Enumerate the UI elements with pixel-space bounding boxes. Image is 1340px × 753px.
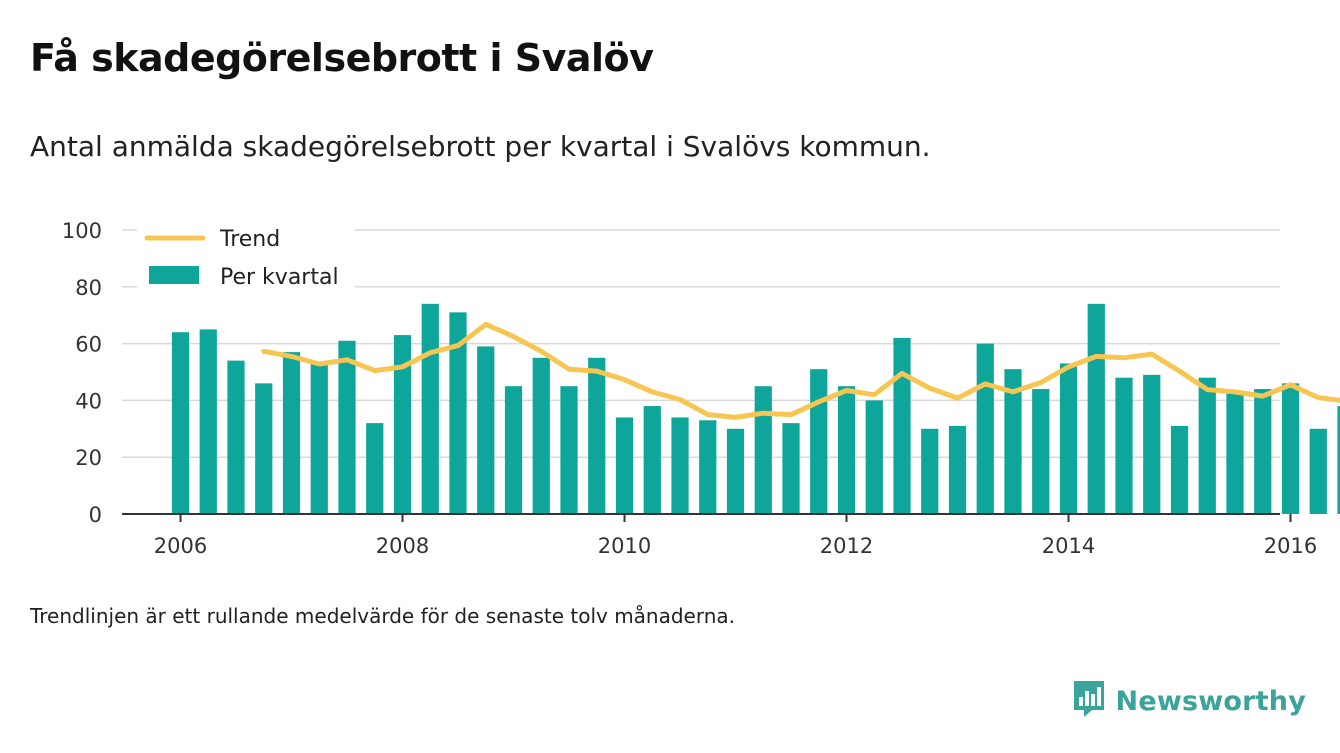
bar-39 — [1254, 389, 1272, 514]
bar-42 — [1337, 406, 1340, 514]
bar-19 — [699, 420, 717, 514]
bar-23 — [810, 369, 828, 514]
bar-22 — [782, 423, 800, 514]
bar-30 — [1004, 369, 1022, 514]
bar-4 — [282, 352, 301, 514]
bar-36 — [1170, 425, 1189, 514]
y-tick-label-0: 0 — [89, 503, 102, 527]
legend-per-kvartal-swatch — [149, 266, 199, 284]
bar-18 — [671, 417, 689, 514]
bar-34 — [1115, 377, 1133, 514]
x-tick-label-2016: 2016 — [1264, 534, 1317, 558]
bar-12 — [504, 386, 523, 514]
x-tick-label-2014: 2014 — [1042, 534, 1095, 558]
bar-14 — [560, 386, 578, 514]
bar-17 — [643, 406, 661, 514]
trend-line — [261, 321, 1340, 420]
legend-trend-label: Trend — [219, 227, 280, 252]
bar-0 — [171, 332, 190, 514]
bar-37 — [1198, 377, 1216, 514]
chart-title: Få skadegörelsebrott i Svalöv — [30, 36, 654, 80]
x-tick-label-2010: 2010 — [598, 534, 651, 558]
x-axis-ticks: 2006200820102012201420162018202020222024 — [154, 514, 1317, 558]
y-tick-label-60: 60 — [75, 333, 102, 357]
bar-2 — [227, 360, 245, 514]
y-axis-ticks: 0 20 40 60 80 100 — [62, 219, 102, 527]
x-tick-label-2012: 2012 — [820, 534, 873, 558]
legend: Trend Per kvartal — [137, 222, 355, 294]
y-tick-label-40: 40 — [75, 389, 102, 413]
bar-7 — [366, 423, 384, 514]
bar-16 — [615, 417, 634, 514]
brand-logo[interactable]: Newsworthy — [1072, 680, 1306, 722]
bar-32 — [1059, 363, 1078, 514]
bar-25 — [865, 400, 883, 514]
x-tick-label-2006: 2006 — [154, 534, 207, 558]
bar-41 — [1309, 428, 1327, 514]
brand-name: Newsworthy — [1115, 685, 1306, 717]
footnote: Trendlinjen är ett rullande medelvärde f… — [30, 604, 736, 628]
bar-35 — [1143, 374, 1161, 514]
bar-38 — [1226, 391, 1244, 514]
bar-8 — [393, 335, 412, 514]
bar-13 — [532, 357, 550, 514]
bar-3 — [255, 383, 273, 514]
bar-28 — [948, 425, 967, 514]
bar-31 — [1032, 389, 1050, 514]
trend-line-layer — [261, 321, 1340, 420]
y-tick-label-20: 20 — [75, 446, 102, 470]
bar-26 — [893, 337, 911, 514]
bar-21 — [754, 386, 772, 514]
chart-subtitle: Antal anmälda skadegörelsebrott per kvar… — [30, 130, 931, 163]
bar-15 — [588, 357, 606, 514]
bar-27 — [921, 428, 939, 514]
bar-line-chart: 0 20 40 60 80 100 2006 2008 2010 2012 2014 2016 20 1… — [62, 219, 1340, 558]
bar-20 — [726, 428, 745, 514]
x-tick-label-2008: 2008 — [376, 534, 429, 558]
bar-6 — [338, 340, 356, 514]
y-tick-label-80: 80 — [75, 276, 102, 300]
newsworthy-logo-icon — [1072, 679, 1106, 723]
bar-9 — [421, 303, 439, 514]
bar-10 — [449, 312, 467, 514]
y-tick-label-100: 100 — [62, 219, 102, 243]
bar-11 — [477, 346, 495, 514]
bar-5 — [310, 363, 328, 514]
legend-per-kvartal-label: Per kvartal — [220, 265, 339, 290]
bar-29 — [976, 343, 994, 514]
bar-1 — [199, 329, 217, 514]
bar-24 — [837, 386, 856, 514]
bar-33 — [1087, 303, 1105, 514]
bar-40 — [1281, 383, 1300, 514]
